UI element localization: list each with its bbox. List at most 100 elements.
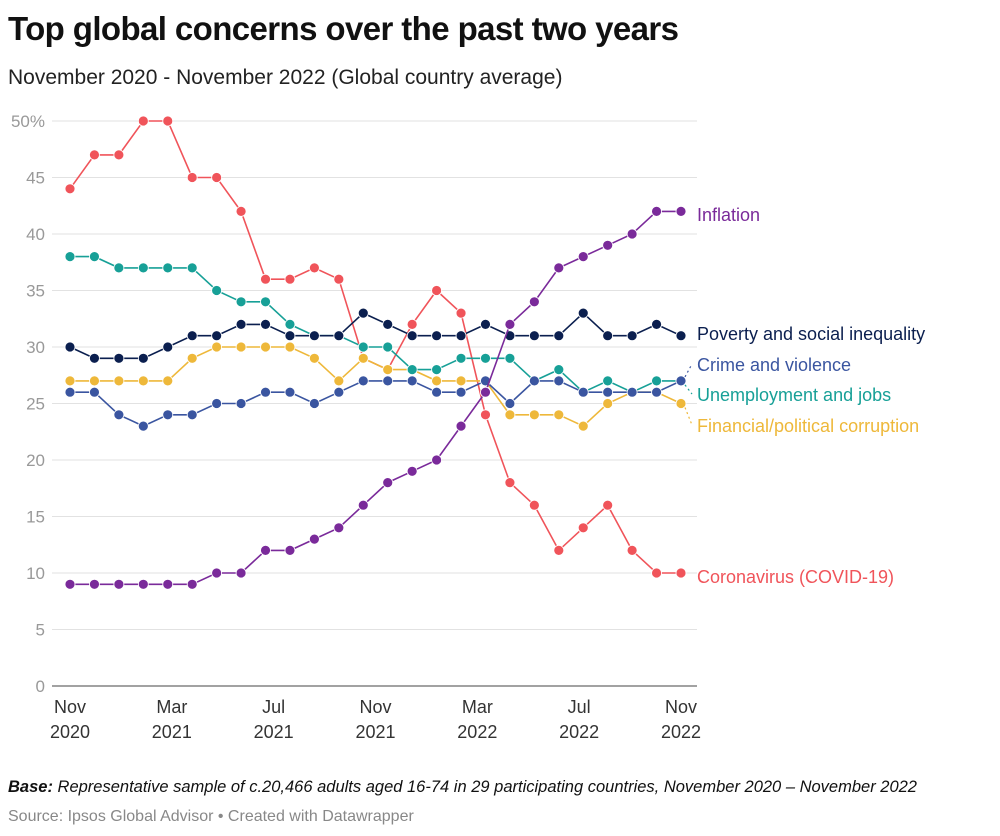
data-point-coronavirus-covid-19: [480, 409, 491, 421]
data-point-crime-and-violence: [211, 398, 223, 409]
data-point-poverty-and-social-inequality: [651, 318, 662, 330]
data-point-coronavirus-covid-19: [406, 318, 418, 330]
data-point-poverty-and-social-inequality: [89, 352, 100, 364]
y-tick-label: 45: [26, 169, 45, 188]
x-tick-year: 2022: [661, 722, 701, 742]
data-point-coronavirus-covid-19: [235, 205, 247, 217]
data-point-financial-political-corruption: [308, 352, 320, 364]
data-point-coronavirus-covid-19: [333, 273, 345, 285]
y-tick-label: 40: [26, 225, 45, 244]
data-point-coronavirus-covid-19: [553, 545, 565, 556]
data-point-crime-and-violence: [651, 386, 662, 398]
data-point-coronavirus-covid-19: [675, 567, 687, 579]
data-point-inflation: [651, 205, 662, 217]
data-point-crime-and-violence: [113, 409, 125, 421]
data-point-financial-political-corruption: [577, 420, 589, 432]
series-line-poverty-and-social-inequality: [69, 312, 682, 360]
base-label: Base:: [8, 778, 53, 796]
data-point-crime-and-violence: [431, 386, 443, 398]
x-tick-year: 2021: [355, 722, 395, 742]
data-point-poverty-and-social-inequality: [260, 318, 271, 330]
y-tick-label: 25: [26, 395, 45, 414]
data-point-financial-political-corruption: [504, 409, 516, 421]
label-connector: [684, 363, 693, 378]
data-point-coronavirus-covid-19: [260, 273, 271, 285]
data-point-crime-and-violence: [504, 398, 516, 409]
data-point-inflation: [480, 386, 491, 398]
data-point-coronavirus-covid-19: [651, 567, 662, 579]
data-point-poverty-and-social-inequality: [553, 330, 565, 342]
data-point-coronavirus-covid-19: [162, 115, 174, 127]
data-point-poverty-and-social-inequality: [406, 330, 418, 342]
data-point-unemployment-and-jobs: [113, 262, 125, 274]
label-connector: [684, 384, 693, 395]
y-tick-label: 30: [26, 338, 45, 357]
data-point-unemployment-and-jobs: [455, 352, 467, 364]
data-point-unemployment-and-jobs: [553, 364, 565, 376]
data-point-crime-and-violence: [64, 386, 76, 398]
data-point-inflation: [455, 420, 467, 432]
y-tick-label: 20: [26, 451, 45, 470]
data-point-unemployment-and-jobs: [137, 262, 149, 274]
data-point-inflation: [186, 578, 198, 590]
data-point-unemployment-and-jobs: [235, 296, 247, 308]
data-point-crime-and-violence: [333, 386, 345, 398]
data-point-crime-and-violence: [382, 375, 394, 387]
data-point-poverty-and-social-inequality: [284, 330, 296, 342]
data-point-coronavirus-covid-19: [626, 545, 638, 556]
data-point-financial-political-corruption: [211, 341, 223, 353]
data-point-financial-political-corruption: [333, 375, 345, 387]
x-tick-month: Nov: [665, 697, 697, 717]
data-point-coronavirus-covid-19: [137, 115, 149, 127]
data-point-crime-and-violence: [260, 386, 271, 398]
x-tick-year: 2021: [254, 722, 294, 742]
data-point-unemployment-and-jobs: [651, 375, 662, 387]
data-point-crime-and-violence: [675, 375, 687, 387]
series-line-financial-political-corruption: [70, 346, 682, 428]
data-point-unemployment-and-jobs: [211, 285, 223, 296]
series-label-poverty-and-social-inequality: Poverty and social inequality: [697, 324, 925, 344]
data-point-financial-political-corruption: [162, 375, 174, 387]
data-point-inflation: [64, 578, 76, 590]
data-point-poverty-and-social-inequality: [186, 330, 198, 342]
y-tick-label: 50%: [11, 112, 45, 131]
data-point-poverty-and-social-inequality: [602, 330, 614, 342]
data-point-financial-political-corruption: [137, 375, 149, 387]
data-point-inflation: [308, 533, 320, 545]
label-connector: [684, 407, 693, 426]
data-point-unemployment-and-jobs: [260, 296, 271, 308]
series-label-unemployment-and-jobs: Unemployment and jobs: [697, 385, 891, 405]
data-point-crime-and-violence: [162, 409, 174, 421]
data-point-coronavirus-covid-19: [89, 149, 100, 161]
data-point-unemployment-and-jobs: [504, 352, 516, 364]
data-point-inflation: [626, 228, 638, 240]
data-point-crime-and-violence: [357, 375, 369, 387]
base-note: Base: Representative sample of c.20,466 …: [8, 778, 917, 797]
data-point-inflation: [675, 205, 687, 217]
base-text: Representative sample of c.20,466 adults…: [52, 778, 917, 796]
data-point-crime-and-violence: [137, 420, 149, 432]
data-point-poverty-and-social-inequality: [308, 330, 320, 342]
x-tick-month: Mar: [462, 697, 493, 717]
data-point-poverty-and-social-inequality: [675, 330, 687, 342]
data-point-inflation: [504, 318, 516, 330]
data-point-inflation: [333, 522, 345, 534]
x-tick-month: Mar: [156, 697, 187, 717]
data-point-financial-political-corruption: [186, 352, 198, 364]
data-point-inflation: [162, 578, 174, 590]
data-point-poverty-and-social-inequality: [431, 330, 443, 342]
data-point-coronavirus-covid-19: [211, 172, 223, 183]
x-tick-month: Jul: [262, 697, 285, 717]
data-point-poverty-and-social-inequality: [162, 341, 174, 353]
data-point-coronavirus-covid-19: [113, 149, 125, 161]
data-point-inflation: [89, 578, 100, 590]
data-point-financial-political-corruption: [235, 341, 247, 353]
data-point-poverty-and-social-inequality: [357, 307, 369, 319]
data-point-unemployment-and-jobs: [480, 352, 491, 364]
data-point-inflation: [382, 477, 394, 489]
data-point-financial-political-corruption: [455, 375, 467, 387]
source-line: Source: Ipsos Global Advisor • Created w…: [8, 808, 414, 825]
data-point-coronavirus-covid-19: [308, 262, 320, 274]
data-point-poverty-and-social-inequality: [64, 341, 76, 353]
data-point-coronavirus-covid-19: [455, 307, 467, 319]
